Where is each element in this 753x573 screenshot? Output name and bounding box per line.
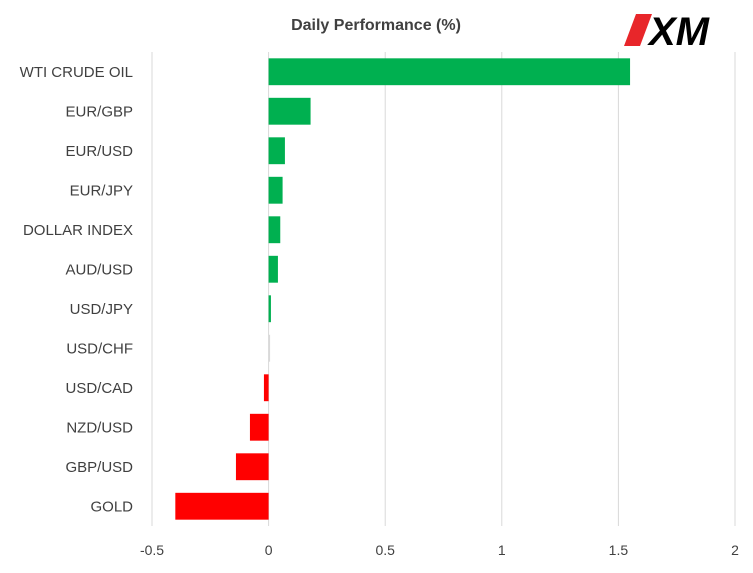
x-tick-label: -0.5 [140, 542, 164, 558]
bar [268, 176, 283, 204]
x-tick-label: 1.5 [609, 542, 629, 558]
category-label: GOLD [90, 498, 133, 515]
chart-title: Daily Performance (%) [291, 17, 461, 34]
category-label: USD/CHF [66, 340, 133, 357]
brand-logo: XM [624, 10, 711, 54]
tick-labels: -0.5 0 0.5 1 1.5 2 [140, 542, 739, 558]
category-label: EUR/JPY [70, 182, 133, 199]
bar [235, 453, 269, 481]
bar-layer [175, 58, 631, 520]
logo-accent-stripe [624, 14, 652, 46]
x-tick-label: 2 [731, 542, 739, 558]
bar [263, 374, 269, 402]
bar [175, 492, 269, 520]
category-label: WTI CRUDE OIL [20, 64, 133, 81]
category-label: EUR/USD [65, 143, 133, 160]
category-labels: WTI CRUDE OIL EUR/GBP EUR/USD EUR/JPY DOLLAR… [20, 64, 134, 516]
category-label: GBP/USD [65, 459, 133, 476]
bar [268, 58, 631, 86]
category-label: DOLLAR INDEX [23, 222, 133, 239]
category-label: USD/JPY [70, 301, 133, 318]
bar [268, 216, 281, 244]
x-tick-label: 0 [265, 542, 273, 558]
category-label: EUR/GBP [65, 103, 133, 120]
bar [268, 334, 271, 362]
x-tick-label: 0.5 [375, 542, 395, 558]
bar [268, 137, 285, 165]
logo-text: XM [647, 10, 711, 54]
category-label: NZD/USD [66, 419, 133, 436]
category-label: USD/CAD [65, 380, 133, 397]
x-tick-label: 1 [498, 542, 506, 558]
grid-layer [151, 52, 736, 526]
bar [268, 255, 278, 283]
bar [249, 413, 269, 441]
bar [268, 97, 311, 125]
bar [268, 295, 271, 323]
category-label: AUD/USD [65, 261, 133, 278]
